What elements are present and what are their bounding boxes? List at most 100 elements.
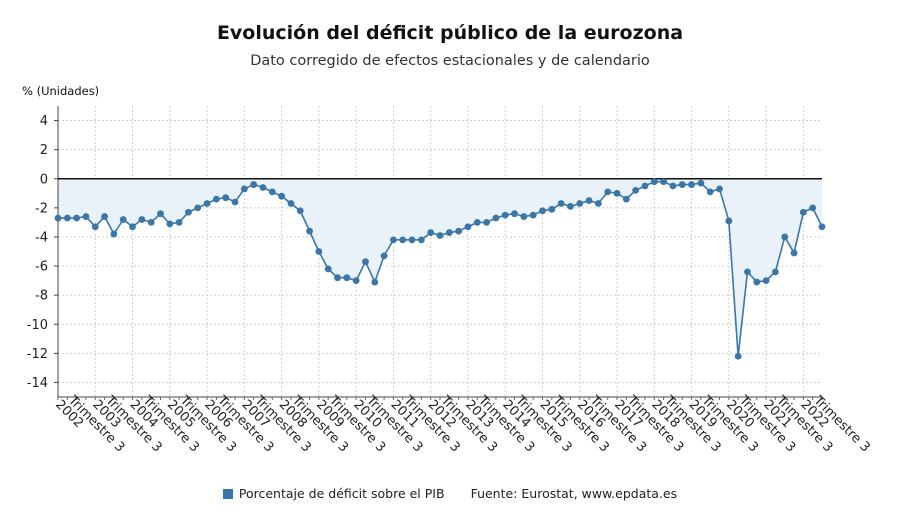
data-point: [54, 214, 62, 222]
y-tick-label: 4: [40, 114, 48, 129]
data-point: [604, 188, 612, 196]
data-point: [706, 188, 714, 196]
data-point: [781, 233, 789, 241]
data-point: [101, 213, 108, 220]
y-tick-label: -10: [27, 318, 48, 333]
data-point: [669, 182, 677, 190]
y-tick-label: -4: [35, 230, 48, 245]
y-tick-label: -2: [35, 201, 48, 216]
data-point: [529, 211, 537, 219]
y-tick-label: 2: [40, 143, 48, 158]
data-point: [268, 188, 276, 196]
data-point: [231, 198, 239, 206]
data-point: [585, 197, 593, 204]
data-point: [697, 179, 705, 187]
data-point: [809, 204, 817, 212]
data-point: [343, 274, 351, 282]
data-point: [138, 216, 146, 223]
data-point: [427, 229, 435, 236]
data-point: [296, 207, 304, 215]
data-point: [119, 216, 127, 223]
chart-legend: Porcentaje de déficit sobre el PIB Fuente…: [0, 486, 900, 501]
data-point: [660, 178, 668, 186]
data-point: [175, 219, 183, 226]
data-point: [240, 185, 248, 193]
data-point: [157, 210, 164, 218]
data-point: [352, 277, 360, 284]
data-point: [641, 182, 649, 190]
data-point: [278, 192, 286, 200]
data-point: [492, 214, 500, 222]
chart-title: Evolución del déficit público de la euro…: [216, 22, 684, 44]
data-point: [762, 277, 770, 284]
data-point: [455, 227, 463, 235]
data-point: [380, 252, 388, 260]
data-point: [576, 200, 584, 207]
data-point: [464, 223, 472, 231]
data-point: [436, 232, 444, 239]
data-point: [82, 213, 90, 220]
y-tick-label: -8: [35, 289, 48, 304]
data-point: [362, 258, 369, 266]
data-point: [557, 200, 565, 207]
data-point: [334, 274, 341, 282]
data-point: [678, 181, 686, 188]
data-point: [511, 210, 518, 218]
series-area: [58, 178, 822, 357]
data-point: [594, 200, 602, 207]
data-point: [203, 200, 211, 207]
chart-subtitle: Dato corregido de efectos estacionales y…: [250, 53, 650, 69]
y-tick-label: -14: [27, 376, 48, 391]
data-point: [110, 230, 118, 238]
data-point: [129, 223, 136, 231]
data-point: [483, 219, 490, 226]
data-point: [818, 223, 826, 231]
data-point: [306, 227, 313, 235]
data-point: [212, 195, 220, 203]
data-point: [250, 181, 258, 188]
data-point: [613, 189, 621, 197]
data-point: [408, 236, 416, 244]
data-point: [399, 236, 407, 244]
data-point: [315, 248, 323, 255]
data-point: [194, 204, 202, 212]
data-point: [799, 208, 807, 216]
legend-series-label: Porcentaje de déficit sobre el PIB: [238, 486, 445, 501]
y-tick-label: 0: [40, 172, 48, 187]
data-point: [622, 195, 630, 203]
data-point: [390, 236, 397, 244]
data-point: [91, 223, 99, 231]
data-point: [63, 214, 71, 222]
y-axis-unit-label: % (Unidades): [22, 84, 100, 98]
data-point: [185, 208, 192, 216]
data-point: [753, 278, 761, 286]
data-point: [417, 236, 425, 244]
source-label: Fuente: Eurostat, www.epdata.es: [470, 486, 678, 501]
legend-swatch-icon: [222, 489, 233, 499]
data-point: [734, 352, 742, 360]
data-point: [473, 219, 481, 226]
y-tick-label: -6: [35, 260, 48, 275]
data-point: [650, 178, 658, 186]
data-point: [548, 205, 556, 213]
data-point: [567, 202, 574, 210]
data-point: [501, 211, 509, 219]
data-point: [371, 278, 379, 286]
data-point: [445, 229, 453, 236]
data-point: [287, 200, 295, 207]
data-point: [790, 249, 798, 257]
y-tick-label: -12: [27, 347, 48, 362]
data-point: [744, 268, 751, 276]
data-point: [166, 220, 174, 228]
data-point: [147, 219, 155, 226]
data-point: [716, 185, 723, 193]
data-point: [725, 217, 733, 225]
data-point: [632, 186, 640, 194]
data-point: [520, 213, 528, 220]
data-point: [324, 265, 332, 273]
data-point: [222, 194, 230, 202]
data-point: [73, 214, 81, 222]
data-point: [772, 268, 779, 276]
data-point: [688, 181, 695, 188]
